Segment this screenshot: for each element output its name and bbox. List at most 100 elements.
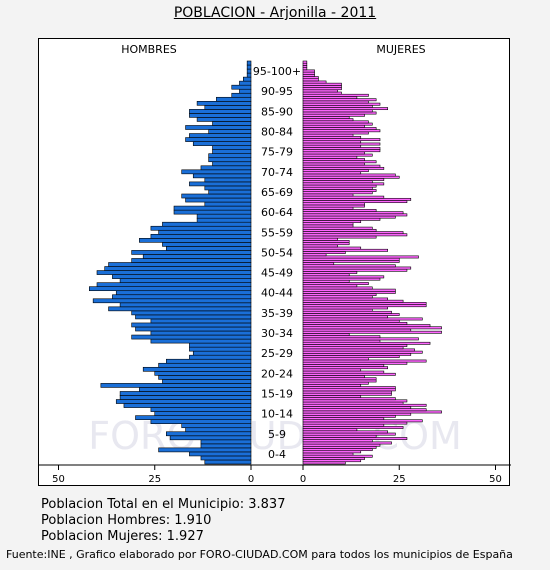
men-bar bbox=[139, 238, 252, 243]
women-bar bbox=[302, 299, 404, 303]
men-bar bbox=[154, 411, 252, 416]
women-bar bbox=[302, 89, 338, 93]
age-label: 80-84 bbox=[261, 126, 293, 139]
women-bar bbox=[302, 178, 385, 181]
men-bar bbox=[96, 270, 252, 275]
men-bar bbox=[158, 375, 252, 380]
women-bar bbox=[302, 235, 377, 239]
women-bar bbox=[302, 344, 408, 347]
men-bar bbox=[112, 294, 252, 300]
women-bar bbox=[302, 293, 377, 297]
women-bar bbox=[302, 113, 365, 117]
women-bar bbox=[302, 315, 388, 319]
women-bar bbox=[302, 339, 381, 343]
women-bar bbox=[302, 335, 381, 339]
men-bar bbox=[154, 371, 252, 376]
women-bar bbox=[302, 290, 396, 294]
age-label: 50-54 bbox=[261, 246, 293, 259]
women-bar bbox=[302, 368, 362, 372]
women-bar bbox=[302, 348, 415, 352]
men-bar bbox=[189, 451, 252, 457]
age-label: 5-9 bbox=[268, 428, 286, 441]
men-bar bbox=[246, 64, 252, 70]
women-bar bbox=[302, 366, 388, 370]
men-bar bbox=[150, 419, 252, 425]
women-bar bbox=[302, 361, 408, 365]
women-bar bbox=[302, 251, 346, 254]
age-label: 65-69 bbox=[261, 186, 293, 199]
women-bar bbox=[302, 419, 423, 423]
men-bar bbox=[200, 439, 252, 445]
women-bar bbox=[302, 147, 381, 150]
age-label: 75-79 bbox=[261, 146, 293, 159]
women-bar bbox=[302, 324, 431, 328]
women-bar bbox=[302, 224, 354, 228]
women-bar bbox=[302, 437, 408, 440]
women-bar bbox=[302, 395, 362, 398]
men-bar bbox=[196, 213, 252, 219]
women-bar bbox=[302, 175, 400, 179]
men-bar bbox=[131, 250, 252, 255]
men-bar bbox=[216, 96, 252, 102]
men-bar bbox=[173, 209, 252, 215]
men-bar bbox=[119, 391, 252, 396]
men-bar bbox=[131, 334, 252, 340]
women-bar bbox=[302, 277, 381, 281]
footer-women: Poblacion Mujeres: 1.927 bbox=[41, 529, 204, 544]
women-bar bbox=[302, 104, 373, 108]
men-bar bbox=[196, 117, 252, 122]
women-bar bbox=[302, 408, 427, 412]
men-bar bbox=[200, 443, 252, 449]
men-bar bbox=[192, 350, 252, 356]
women-bar bbox=[302, 264, 396, 268]
men-bar bbox=[150, 318, 252, 324]
men-bar bbox=[139, 387, 252, 392]
women-bar bbox=[302, 432, 396, 436]
men-bar bbox=[189, 181, 252, 187]
women-bar bbox=[302, 158, 365, 161]
men-bar bbox=[181, 193, 252, 199]
footer-total: Poblacion Total en el Municipio: 3.837 bbox=[41, 497, 286, 512]
men-bar bbox=[231, 84, 252, 90]
women-bar bbox=[302, 131, 369, 135]
women-bar bbox=[302, 310, 392, 314]
men-bar bbox=[192, 141, 252, 146]
men-bar bbox=[131, 322, 252, 328]
men-bar bbox=[142, 366, 252, 372]
age-label: 15-19 bbox=[261, 387, 293, 400]
men-bar bbox=[166, 358, 252, 364]
women-bar bbox=[302, 370, 385, 374]
women-bar bbox=[302, 220, 362, 223]
men-bar bbox=[231, 92, 252, 98]
chart-frame: FORO-CIUDAD.COM HOMBRES MUJERES 0-4 5-9 10-14… bbox=[38, 38, 511, 486]
women-bar bbox=[302, 222, 354, 226]
women-bar bbox=[302, 317, 423, 321]
women-bar bbox=[302, 313, 400, 316]
women-bar bbox=[302, 403, 427, 407]
women-bar bbox=[302, 377, 377, 381]
women-bar bbox=[302, 412, 412, 416]
men-bar bbox=[150, 330, 252, 336]
women-bar bbox=[302, 255, 419, 259]
men-bar bbox=[123, 403, 252, 408]
age-label: 45-49 bbox=[261, 267, 293, 280]
women-bar bbox=[302, 399, 408, 403]
women-bar bbox=[302, 127, 377, 130]
women-bar bbox=[302, 213, 408, 217]
women-bar bbox=[302, 452, 354, 456]
age-label: 40-44 bbox=[261, 287, 293, 300]
men-bar bbox=[162, 242, 252, 247]
women-bar bbox=[302, 282, 369, 285]
women-bar bbox=[302, 173, 396, 177]
men-bar bbox=[142, 254, 252, 259]
women-bar bbox=[302, 248, 388, 252]
women-bar bbox=[302, 286, 373, 290]
women-bar bbox=[302, 169, 369, 173]
women-bar bbox=[302, 231, 404, 235]
men-bar bbox=[108, 262, 252, 267]
men-bar bbox=[189, 113, 252, 118]
men-bar bbox=[119, 302, 252, 308]
women-bar bbox=[302, 240, 350, 243]
women-bar bbox=[302, 184, 377, 188]
